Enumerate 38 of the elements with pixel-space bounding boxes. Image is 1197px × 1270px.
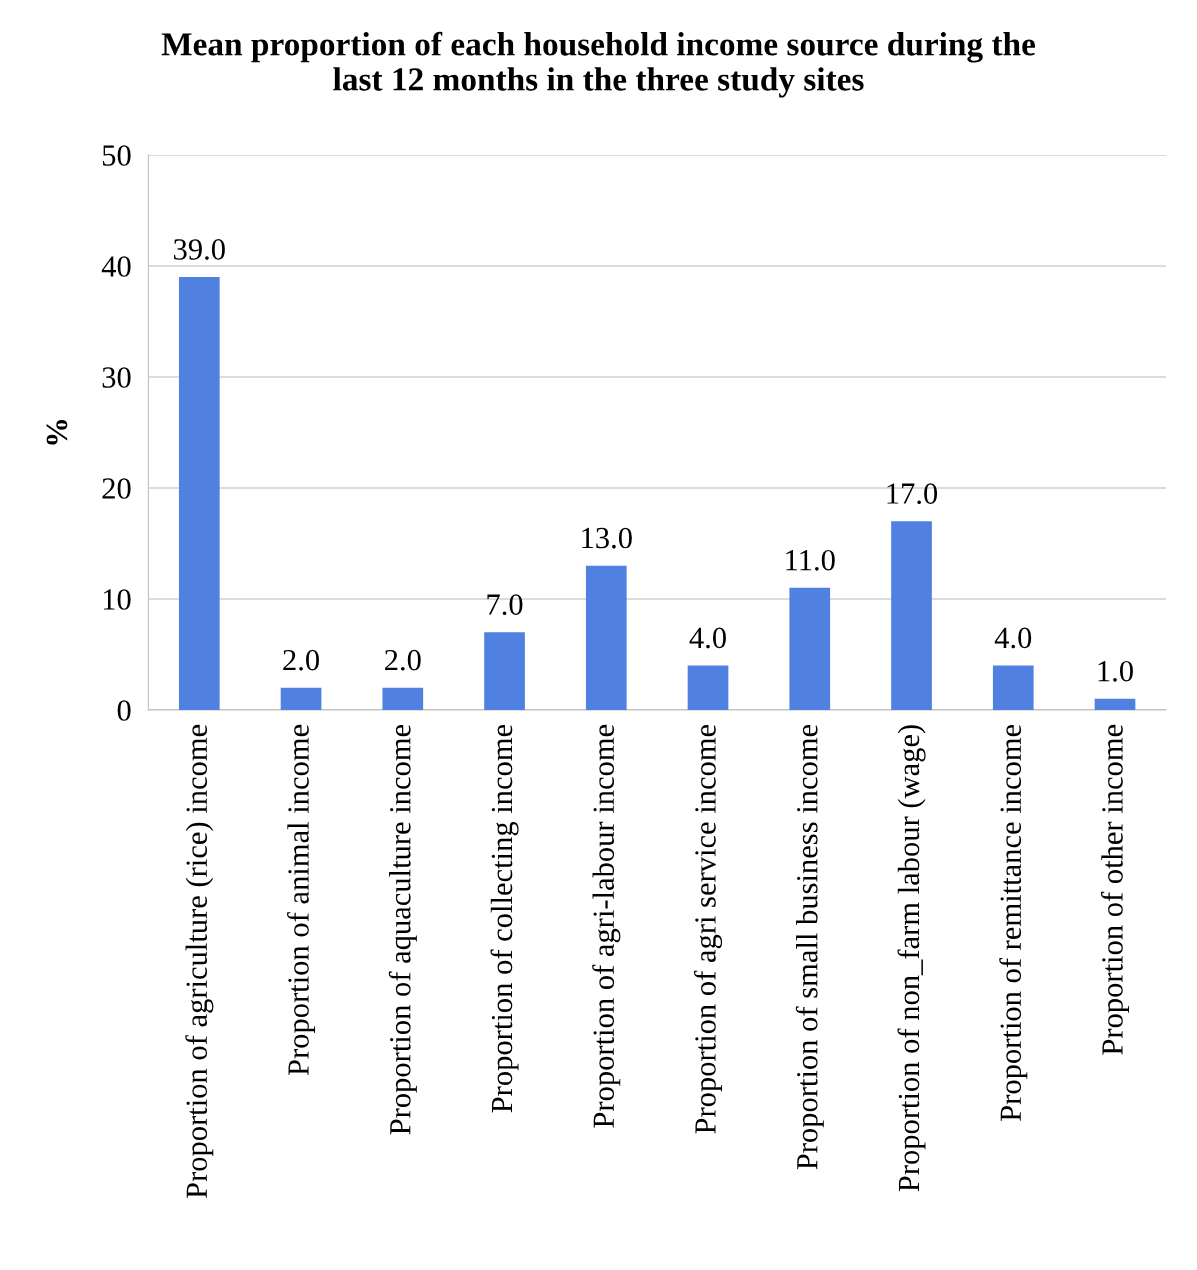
bar (1094, 698, 1136, 710)
x-tick-label: Proportion of non_farm labour (wage) (897, 725, 926, 1192)
y-tick-label: 40 (101, 256, 131, 277)
bar (687, 665, 729, 710)
data-label: 11.0 (786, 549, 835, 571)
bar (178, 277, 220, 710)
data-label: 7.0 (487, 594, 523, 616)
x-tick-label: Proportion of other income (1101, 724, 1130, 1055)
y-tick-label: 50 (102, 145, 131, 166)
bar (585, 565, 627, 710)
y-axis-title: % (46, 420, 68, 445)
bar (992, 665, 1034, 710)
data-label: 2.0 (385, 649, 421, 671)
x-tick-label: Proportion of remittance income (999, 724, 1028, 1121)
x-tick-label: Proportion of collecting income (490, 724, 519, 1113)
x-tick-label: Proportion of animal income (287, 724, 316, 1076)
bar (789, 587, 831, 710)
data-label: 1.0 (1098, 660, 1133, 682)
bar (891, 521, 932, 710)
y-tick-label: 0 (117, 700, 131, 721)
x-tick-label: Proportion of small business income (795, 724, 824, 1170)
data-label: 4.0 (994, 627, 1032, 649)
chart-title: Mean proportion of each household income source during the last 12 months in the three study sites (161, 31, 1036, 98)
data-label: 13.0 (582, 527, 632, 549)
bar (484, 632, 525, 710)
x-tick-label: Proportion of agri service income (693, 724, 723, 1134)
x-tick-label: Proportion of aquaculture income (388, 724, 417, 1135)
x-tick-label: Proportion of agri-labour income (592, 724, 621, 1128)
data-label: 4.0 (689, 627, 726, 649)
bar (382, 687, 424, 710)
y-tick-label: 10 (103, 589, 131, 610)
x-tick-label: Proportion of agriculture (rice) income (185, 724, 214, 1199)
data-label: 2.0 (283, 649, 319, 671)
y-tick-label: 30 (102, 367, 131, 388)
y-tick-label: 20 (102, 478, 131, 499)
data-label: 39.0 (174, 239, 225, 260)
bar (280, 687, 322, 710)
data-label: 17.0 (887, 483, 938, 505)
